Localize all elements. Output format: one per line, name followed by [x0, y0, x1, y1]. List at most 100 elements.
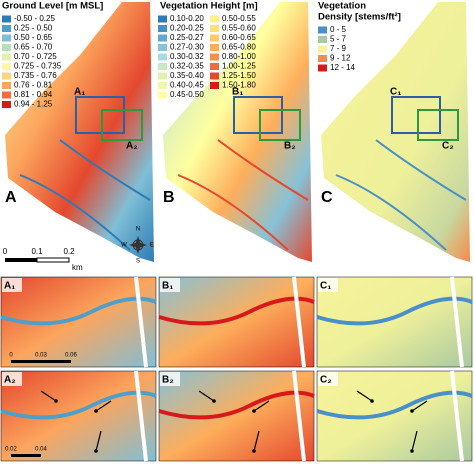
arrow-head: [410, 409, 414, 413]
legend-swatch: [158, 63, 167, 70]
legend-label: 0.25 - 0.50: [14, 24, 53, 33]
inset-coast: [134, 370, 148, 462]
legend-label: 7 - 9: [330, 44, 347, 53]
compass-label: N: [136, 227, 140, 233]
legend-swatch: [158, 72, 167, 80]
box-label: B₂: [284, 141, 296, 152]
legend-swatch: [210, 15, 219, 23]
legend-label: 12 - 14: [330, 63, 355, 72]
inset-scale-tick: 0.02: [5, 447, 17, 453]
legend-swatch: [2, 25, 11, 32]
panel-label: A: [5, 189, 17, 206]
inset-label-bg: [160, 372, 180, 386]
inset-scale-bar: [11, 360, 71, 363]
arrow-head: [94, 449, 98, 453]
inset-coast: [292, 370, 306, 462]
legend-swatch: [2, 53, 11, 61]
legend-label: 9 - 12: [330, 54, 351, 63]
legend-label: 0.45-0.50: [170, 90, 204, 99]
arrow: [95, 430, 102, 452]
scale-bar: [5, 257, 70, 263]
legend-swatch: [2, 91, 11, 99]
compass-label: W: [121, 243, 127, 249]
arrow: [356, 390, 373, 402]
legend-swatch: [210, 25, 219, 32]
legend-label: 0.10-0.20: [170, 14, 204, 23]
legend-label: 0.20-0.25: [170, 24, 204, 33]
inset-label: C₂: [320, 375, 332, 386]
arrow-head: [410, 449, 414, 453]
arrow: [253, 400, 270, 412]
legend-label: 1.25-1.50: [222, 71, 256, 80]
inset-label: C₁: [320, 281, 331, 292]
legend-swatch: [2, 34, 11, 42]
inset-label-bg: [160, 278, 180, 292]
box-label: A₁: [74, 87, 85, 98]
inset-panels: A₁ 0 0.03 0.06 B₁ C₁ A₂ 0.02 0.04 B₂ C₂: [0, 276, 473, 462]
legend-label: 0.32-0.35: [170, 62, 204, 71]
inset-coast: [450, 370, 464, 462]
compass-label: S: [136, 259, 140, 265]
inset-label-bg: [2, 278, 22, 292]
legend-swatch: [2, 63, 11, 70]
legend-swatch: [158, 53, 167, 61]
legend-label: 0.25-0.27: [170, 33, 204, 42]
legend-label: 0.30-0.32: [170, 52, 204, 61]
inset-scale-tick: 0: [9, 353, 13, 359]
arrow-head: [94, 409, 98, 413]
legend-title: Density [stems/ft²]: [318, 12, 401, 23]
legend-title: Vegetation Height [m]: [160, 1, 258, 12]
legend-swatch: [2, 15, 11, 23]
arrow-head: [54, 399, 58, 403]
legend-label: -0.50 - 0.25: [14, 14, 55, 23]
legend-swatch: [210, 53, 219, 61]
arrow-head: [212, 399, 216, 403]
legend-swatch: [210, 63, 219, 70]
legend-label: 1.50-1.80: [222, 81, 256, 90]
scale-unit: km: [72, 263, 83, 272]
legend-label: 0.27-0.30: [170, 43, 204, 52]
legend-swatch: [2, 82, 11, 89]
legend-swatch: [2, 72, 11, 80]
compass: [129, 236, 147, 254]
scale-tick: 0.1: [31, 247, 43, 256]
legend-label: 5 - 7: [330, 35, 347, 44]
map-b: [163, 2, 312, 262]
legend-swatch: [210, 82, 219, 89]
arrow: [411, 430, 418, 452]
legend-label: 0.70 - 0.725: [14, 52, 57, 61]
legend-title: Ground Level [m MSL]: [2, 1, 103, 12]
arrow-head: [370, 399, 374, 403]
arrow-head: [252, 449, 256, 453]
legend-swatch: [318, 64, 327, 72]
legend-label: 0.40-0.45: [170, 81, 204, 90]
legend-label: 1.00-1.25: [222, 62, 256, 71]
inset-coast: [134, 276, 148, 368]
box-label: C₁: [390, 87, 401, 98]
arrow: [253, 430, 260, 452]
legend-swatch: [210, 44, 219, 51]
inset-scale-tick: 0.04: [35, 447, 47, 453]
inset-coast: [292, 276, 306, 368]
map-a: [5, 2, 154, 262]
inset-label: A₂: [4, 375, 16, 386]
box-label: C₂: [442, 141, 454, 152]
legend-swatch: [210, 72, 219, 80]
scale-tick: 0.2: [63, 247, 75, 256]
legend-swatch: [2, 44, 11, 51]
arrow: [40, 390, 57, 402]
legend-swatch: [158, 82, 167, 89]
inset-scale-tick: 0.06: [65, 353, 77, 359]
legend-label: 0.735 - 0.76: [14, 71, 57, 80]
panel-label: B: [163, 189, 175, 206]
inset-label: B₂: [162, 375, 174, 386]
inset-label: B₁: [162, 281, 173, 292]
arrow: [411, 400, 428, 412]
legend-swatch: [318, 55, 327, 62]
inset-label-bg: [318, 278, 338, 292]
inset-coast: [450, 276, 464, 368]
box-label: B₁: [232, 87, 243, 98]
inset-label-bg: [2, 372, 22, 386]
legend-swatch: [158, 34, 167, 42]
arrow: [198, 390, 215, 402]
